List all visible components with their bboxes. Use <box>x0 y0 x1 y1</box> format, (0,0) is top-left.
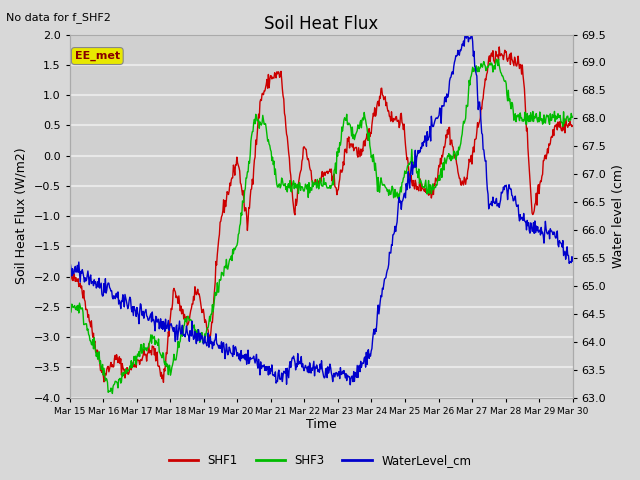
SHF3 <box>397 189 405 195</box>
X-axis label: Time: Time <box>306 419 337 432</box>
SHF1 <box>569 123 577 129</box>
SHF3 <box>205 319 212 325</box>
Y-axis label: Water level (cm): Water level (cm) <box>612 164 625 268</box>
Title: Soil Heat Flux: Soil Heat Flux <box>264 15 378 33</box>
SHF1 <box>397 110 405 116</box>
SHF1 <box>383 99 390 105</box>
SHF3 <box>179 333 186 339</box>
SHF3 <box>383 186 390 192</box>
SHF3 <box>75 310 83 316</box>
WaterLevel_cm <box>462 32 470 37</box>
SHF3 <box>109 391 116 396</box>
SHF3 <box>493 56 500 62</box>
WaterLevel_cm <box>383 270 390 276</box>
Line: WaterLevel_cm: WaterLevel_cm <box>70 35 573 385</box>
SHF1 <box>179 306 186 312</box>
SHF3 <box>569 114 577 120</box>
WaterLevel_cm <box>346 382 354 388</box>
SHF3 <box>66 303 74 309</box>
WaterLevel_cm <box>66 264 74 269</box>
SHF1 <box>205 335 212 341</box>
Line: SHF1: SHF1 <box>70 47 573 383</box>
SHF1 <box>159 380 167 385</box>
WaterLevel_cm <box>178 329 186 335</box>
Line: SHF3: SHF3 <box>70 59 573 394</box>
WaterLevel_cm <box>397 206 405 212</box>
SHF1 <box>495 44 503 50</box>
SHF1 <box>66 275 74 281</box>
Text: EE_met: EE_met <box>75 51 120 61</box>
SHF3 <box>127 358 135 363</box>
Legend: SHF1, SHF3, WaterLevel_cm: SHF1, SHF3, WaterLevel_cm <box>164 449 476 472</box>
WaterLevel_cm <box>127 296 134 302</box>
WaterLevel_cm <box>569 258 577 264</box>
Text: No data for f_SHF2: No data for f_SHF2 <box>6 12 111 23</box>
SHF1 <box>75 284 83 289</box>
WaterLevel_cm <box>204 330 212 336</box>
WaterLevel_cm <box>75 259 83 265</box>
Y-axis label: Soil Heat Flux (W/m2): Soil Heat Flux (W/m2) <box>15 148 28 284</box>
SHF1 <box>127 365 134 371</box>
